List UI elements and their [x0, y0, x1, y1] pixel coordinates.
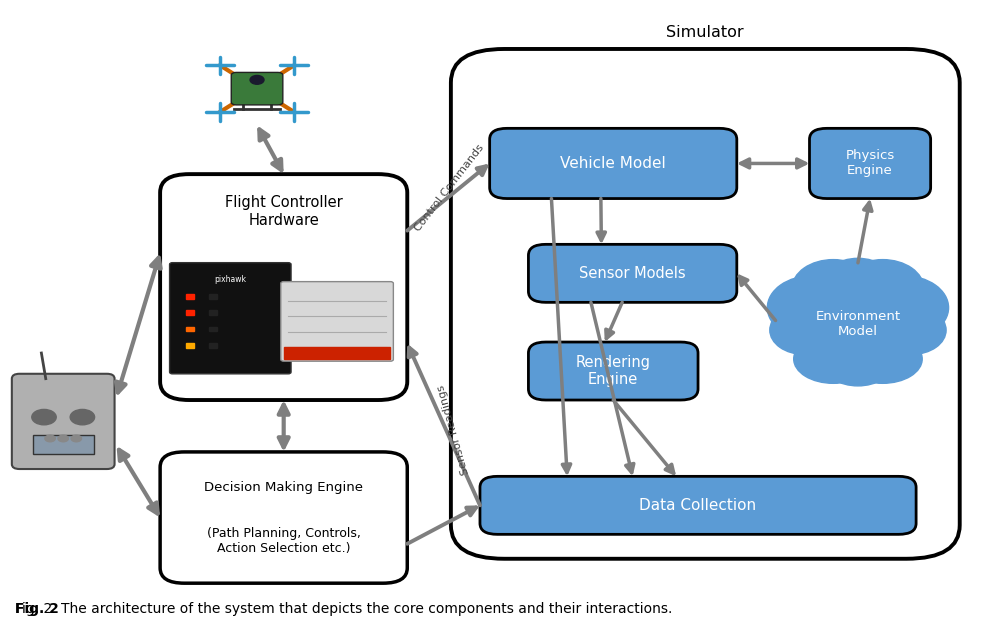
- FancyBboxPatch shape: [281, 282, 394, 361]
- Text: Decision Making Engine: Decision Making Engine: [204, 481, 363, 494]
- Text: Fig. 2  The architecture of the system that depicts the core components and thei: Fig. 2 The architecture of the system th…: [15, 602, 673, 616]
- Ellipse shape: [821, 259, 895, 312]
- Text: Data Collection: Data Collection: [640, 498, 757, 513]
- Circle shape: [32, 409, 56, 425]
- Bar: [209, 343, 217, 348]
- Text: Simulator: Simulator: [667, 25, 744, 40]
- Text: Flight Controller
Hardware: Flight Controller Hardware: [225, 196, 342, 228]
- Circle shape: [45, 435, 55, 442]
- Text: Control Commands: Control Commands: [412, 143, 486, 233]
- Ellipse shape: [844, 335, 922, 383]
- Bar: [186, 326, 194, 331]
- Bar: [209, 294, 217, 299]
- Text: Fig. 2: Fig. 2: [15, 602, 58, 616]
- Ellipse shape: [792, 260, 874, 317]
- FancyBboxPatch shape: [490, 128, 737, 199]
- FancyBboxPatch shape: [160, 174, 407, 400]
- Ellipse shape: [877, 306, 946, 354]
- Text: Physics
Engine: Physics Engine: [846, 150, 895, 178]
- Text: Rendering
Engine: Rendering Engine: [576, 355, 651, 388]
- FancyBboxPatch shape: [12, 374, 115, 469]
- Text: Vehicle Model: Vehicle Model: [561, 156, 667, 171]
- Ellipse shape: [769, 306, 839, 354]
- Ellipse shape: [794, 335, 872, 383]
- FancyBboxPatch shape: [480, 477, 916, 535]
- FancyBboxPatch shape: [231, 72, 283, 105]
- Bar: [186, 343, 194, 348]
- Circle shape: [71, 435, 81, 442]
- FancyBboxPatch shape: [33, 435, 94, 454]
- Ellipse shape: [824, 341, 892, 386]
- Text: pixhawk: pixhawk: [215, 275, 246, 283]
- FancyBboxPatch shape: [528, 342, 698, 400]
- Text: Sensor Readings: Sensor Readings: [436, 383, 471, 475]
- FancyBboxPatch shape: [169, 263, 291, 374]
- FancyBboxPatch shape: [528, 244, 737, 302]
- Circle shape: [250, 75, 264, 84]
- Text: Sensor Models: Sensor Models: [580, 266, 686, 281]
- Ellipse shape: [767, 275, 858, 340]
- Text: Environment
Model: Environment Model: [815, 310, 901, 338]
- Text: (Path Planning, Controls,
Action Selection etc.): (Path Planning, Controls, Action Selecti…: [207, 527, 361, 555]
- Bar: [186, 294, 194, 299]
- Bar: [186, 310, 194, 315]
- Ellipse shape: [788, 275, 928, 372]
- FancyBboxPatch shape: [160, 452, 407, 583]
- FancyBboxPatch shape: [809, 128, 931, 199]
- Bar: [284, 347, 391, 359]
- FancyBboxPatch shape: [451, 49, 959, 559]
- Circle shape: [58, 435, 68, 442]
- Bar: [209, 310, 217, 315]
- Ellipse shape: [842, 260, 924, 317]
- Ellipse shape: [857, 275, 948, 340]
- Circle shape: [70, 409, 95, 425]
- Bar: [209, 326, 217, 331]
